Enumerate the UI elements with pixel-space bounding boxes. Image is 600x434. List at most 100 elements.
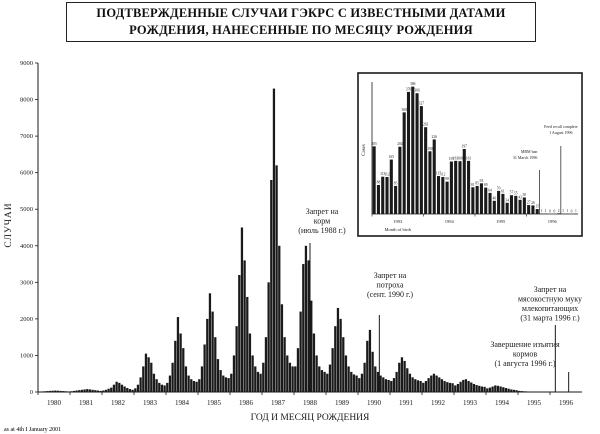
inset-bar [522,197,526,214]
bar [184,366,188,392]
inset-value-label: 34 [505,198,509,202]
inset-x-tick-label: 1995 [496,219,506,224]
bar [478,385,481,392]
bar [507,388,510,392]
bar [392,378,396,392]
bar [360,373,364,392]
bar [310,300,313,392]
x-tick-label: 1984 [175,399,190,407]
inset-value-label: 1 [575,209,577,213]
inset-value-label: 93 [480,179,484,183]
inset-bar [518,199,522,214]
inset-bar [497,190,501,214]
inset-value-label: 43 [518,195,522,199]
bar [206,318,209,392]
bar [414,379,417,392]
bar [438,377,441,392]
bar [107,388,110,392]
bar [67,391,70,392]
x-tick-label: 1990 [367,399,382,407]
bar [406,368,409,392]
inset-value-label: 64 [488,188,492,192]
bar [48,390,52,392]
bar [56,390,60,392]
inset-value-label: 113 [380,172,385,176]
bar [440,379,444,392]
bar [459,381,462,392]
inset-value-label: 366 [414,89,420,93]
inset-value-label: 115 [436,172,441,176]
inset-value-label: 27 [527,201,531,205]
bar [227,378,230,392]
main-bars [38,88,572,392]
inset-value-label: 226 [432,135,438,139]
inset-value-label: 0 [549,210,551,214]
annotation-text: потроха [376,281,403,290]
bar [104,389,108,392]
chart-title: ПОДТВЕРЖДЕННЫЕ СЛУЧАИ ГЭКРС С ИЗВЕСТНЫМИ… [66,2,536,42]
bar [467,381,470,392]
inset-value-label: 85 [394,181,398,185]
annotation-text: Запрет на [306,207,339,216]
inset-bar [381,176,385,214]
bar [72,390,76,392]
inset-x-tick-label: 1994 [445,219,455,224]
bar [302,264,305,392]
x-tick-label: 1982 [111,399,126,407]
bar [134,388,137,392]
bar [451,383,454,392]
bar [331,348,334,392]
inset-value-label: 80 [484,183,488,187]
inset-bar [488,192,492,214]
inset-bar [411,86,415,214]
bar [352,374,356,392]
bar [91,389,94,392]
inset-value-label: 1 [545,209,547,213]
bar [515,390,518,392]
inset-value-label: 370 [406,87,412,91]
x-tick-label: 1992 [431,399,446,407]
bar [131,389,134,392]
bar [142,366,145,392]
bar [520,391,524,392]
inset-y-title: Cases [362,144,367,156]
annotation-text: млекопитающих [522,304,578,313]
inset-bar [557,213,561,214]
bar [374,366,377,392]
bar [171,362,174,392]
inset-value-label: 40 [493,196,497,200]
bar [118,382,121,392]
bar [46,391,49,392]
bar [235,326,238,392]
inset-bar [372,146,376,214]
bar [278,245,281,392]
bar [187,375,190,392]
bar [232,355,236,392]
bar [120,384,124,392]
inset-value-label: 2 [558,209,560,213]
bar [179,333,182,392]
y-tick-label: 0 [30,389,33,396]
bar [192,381,196,392]
bar [446,382,449,392]
inset-value-label: 50 [523,193,527,197]
bar [502,387,505,392]
bar [299,311,302,392]
bar [475,385,478,392]
bar [176,317,180,392]
x-tick-label: 1981 [79,399,94,407]
x-tick-label: 1986 [239,399,254,407]
bar [80,389,84,392]
bar [366,340,369,392]
bar [62,391,65,392]
inset-value-label: 112 [440,173,445,177]
bar [430,375,433,392]
bar [456,383,460,392]
bar [83,389,86,392]
inset-bar [441,177,445,214]
bar [99,390,102,392]
x-tick-label: 1994 [495,399,510,407]
x-tick-label: 1983 [143,399,158,407]
